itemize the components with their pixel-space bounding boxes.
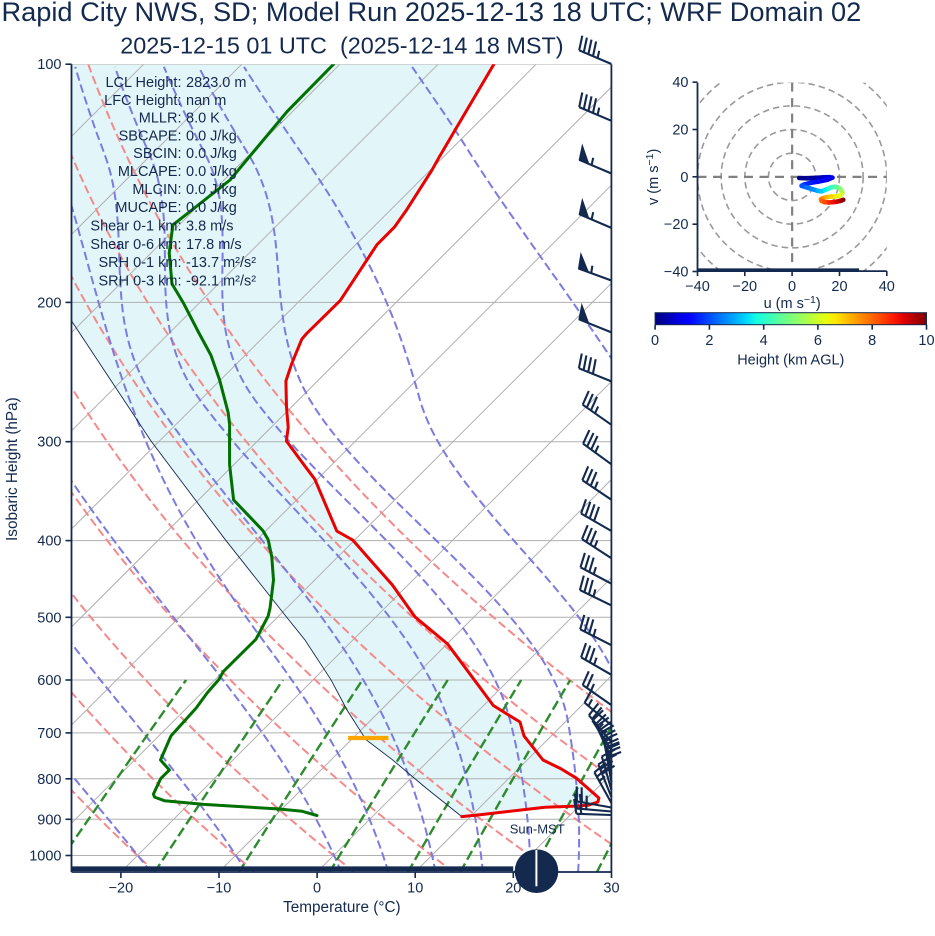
- svg-text:6: 6: [814, 333, 822, 349]
- svg-text:40: 40: [879, 279, 895, 295]
- svg-text:200: 200: [37, 295, 61, 311]
- svg-text:−20: −20: [664, 217, 689, 233]
- svg-text:3.8 m/s: 3.8 m/s: [186, 218, 234, 234]
- svg-text:MUCAPE:: MUCAPE:: [115, 200, 181, 216]
- svg-text:SRH 0-1 km:: SRH 0-1 km:: [99, 255, 182, 271]
- svg-text:SBCIN:: SBCIN:: [133, 146, 181, 162]
- svg-text:0: 0: [788, 279, 796, 295]
- svg-text:4: 4: [760, 333, 768, 349]
- svg-text:8.0 K: 8.0 K: [186, 111, 220, 127]
- svg-text:Temperature (°C): Temperature (°C): [283, 899, 400, 916]
- svg-text:Shear 0-1 km:: Shear 0-1 km:: [90, 218, 181, 234]
- svg-text:100: 100: [37, 57, 61, 73]
- svg-text:Sun-MST: Sun-MST: [510, 822, 565, 837]
- svg-text:LCL Height:: LCL Height:: [105, 75, 181, 91]
- svg-text:Shear 0-6 km:: Shear 0-6 km:: [90, 237, 181, 253]
- svg-text:−20: −20: [732, 279, 757, 295]
- svg-text:40: 40: [672, 75, 688, 91]
- svg-text:0.0 J/kg: 0.0 J/kg: [186, 200, 237, 216]
- svg-text:30: 30: [603, 881, 619, 897]
- svg-text:0: 0: [313, 881, 321, 897]
- svg-text:400: 400: [37, 534, 61, 550]
- svg-text:Height (km AGL): Height (km AGL): [737, 353, 844, 369]
- svg-text:0.0 J/kg: 0.0 J/kg: [186, 182, 237, 198]
- svg-text:MLCIN:: MLCIN:: [132, 182, 181, 198]
- svg-text:900: 900: [37, 812, 61, 828]
- svg-text:17.8 m/s: 17.8 m/s: [186, 237, 242, 253]
- svg-text:SRH 0-3 km:: SRH 0-3 km:: [99, 273, 182, 289]
- svg-text:300: 300: [37, 435, 61, 451]
- svg-text:1000: 1000: [29, 849, 61, 865]
- svg-text:20: 20: [672, 123, 688, 139]
- svg-text:0: 0: [680, 170, 688, 186]
- svg-text:0.0 J/kg: 0.0 J/kg: [186, 128, 237, 144]
- svg-text:−40: −40: [664, 265, 689, 281]
- svg-text:0.0 J/kg: 0.0 J/kg: [186, 146, 237, 162]
- svg-text:600: 600: [37, 673, 61, 689]
- svg-text:10: 10: [918, 333, 934, 349]
- svg-text:20: 20: [831, 279, 847, 295]
- svg-text:−40: −40: [685, 279, 710, 295]
- svg-text:-92.1 m²/s²: -92.1 m²/s²: [186, 273, 256, 289]
- svg-text:−10: −10: [207, 881, 232, 897]
- svg-text:700: 700: [37, 726, 61, 742]
- svg-text:−20: −20: [109, 881, 134, 897]
- svg-text:0: 0: [651, 333, 659, 349]
- svg-text:SBCAPE:: SBCAPE:: [119, 128, 182, 144]
- svg-text:-13.7 m²/s²: -13.7 m²/s²: [186, 255, 256, 271]
- svg-text:10: 10: [407, 881, 423, 897]
- svg-text:MLLR:: MLLR:: [139, 111, 182, 127]
- svg-text:Rapid City NWS, SD; Model Run: Rapid City NWS, SD; Model Run 2025-12-13…: [2, 0, 862, 27]
- svg-text:LFC Height:: LFC Height:: [104, 93, 181, 109]
- svg-text:0.0 J/kg: 0.0 J/kg: [186, 164, 237, 180]
- svg-text:Isobaric Height (hPa): Isobaric Height (hPa): [4, 397, 21, 541]
- svg-text:500: 500: [37, 610, 61, 626]
- svg-text:MLCAPE:: MLCAPE:: [118, 164, 182, 180]
- svg-text:800: 800: [37, 772, 61, 788]
- svg-text:8: 8: [868, 333, 876, 349]
- svg-text:20: 20: [505, 881, 521, 897]
- svg-text:2823.0 m: 2823.0 m: [186, 75, 246, 91]
- svg-text:2: 2: [705, 333, 713, 349]
- svg-text:nan m: nan m: [186, 93, 226, 109]
- svg-text:2025-12-15 01 UTC (2025-12-14: 2025-12-15 01 UTC (2025-12-14 18 MST): [120, 33, 563, 59]
